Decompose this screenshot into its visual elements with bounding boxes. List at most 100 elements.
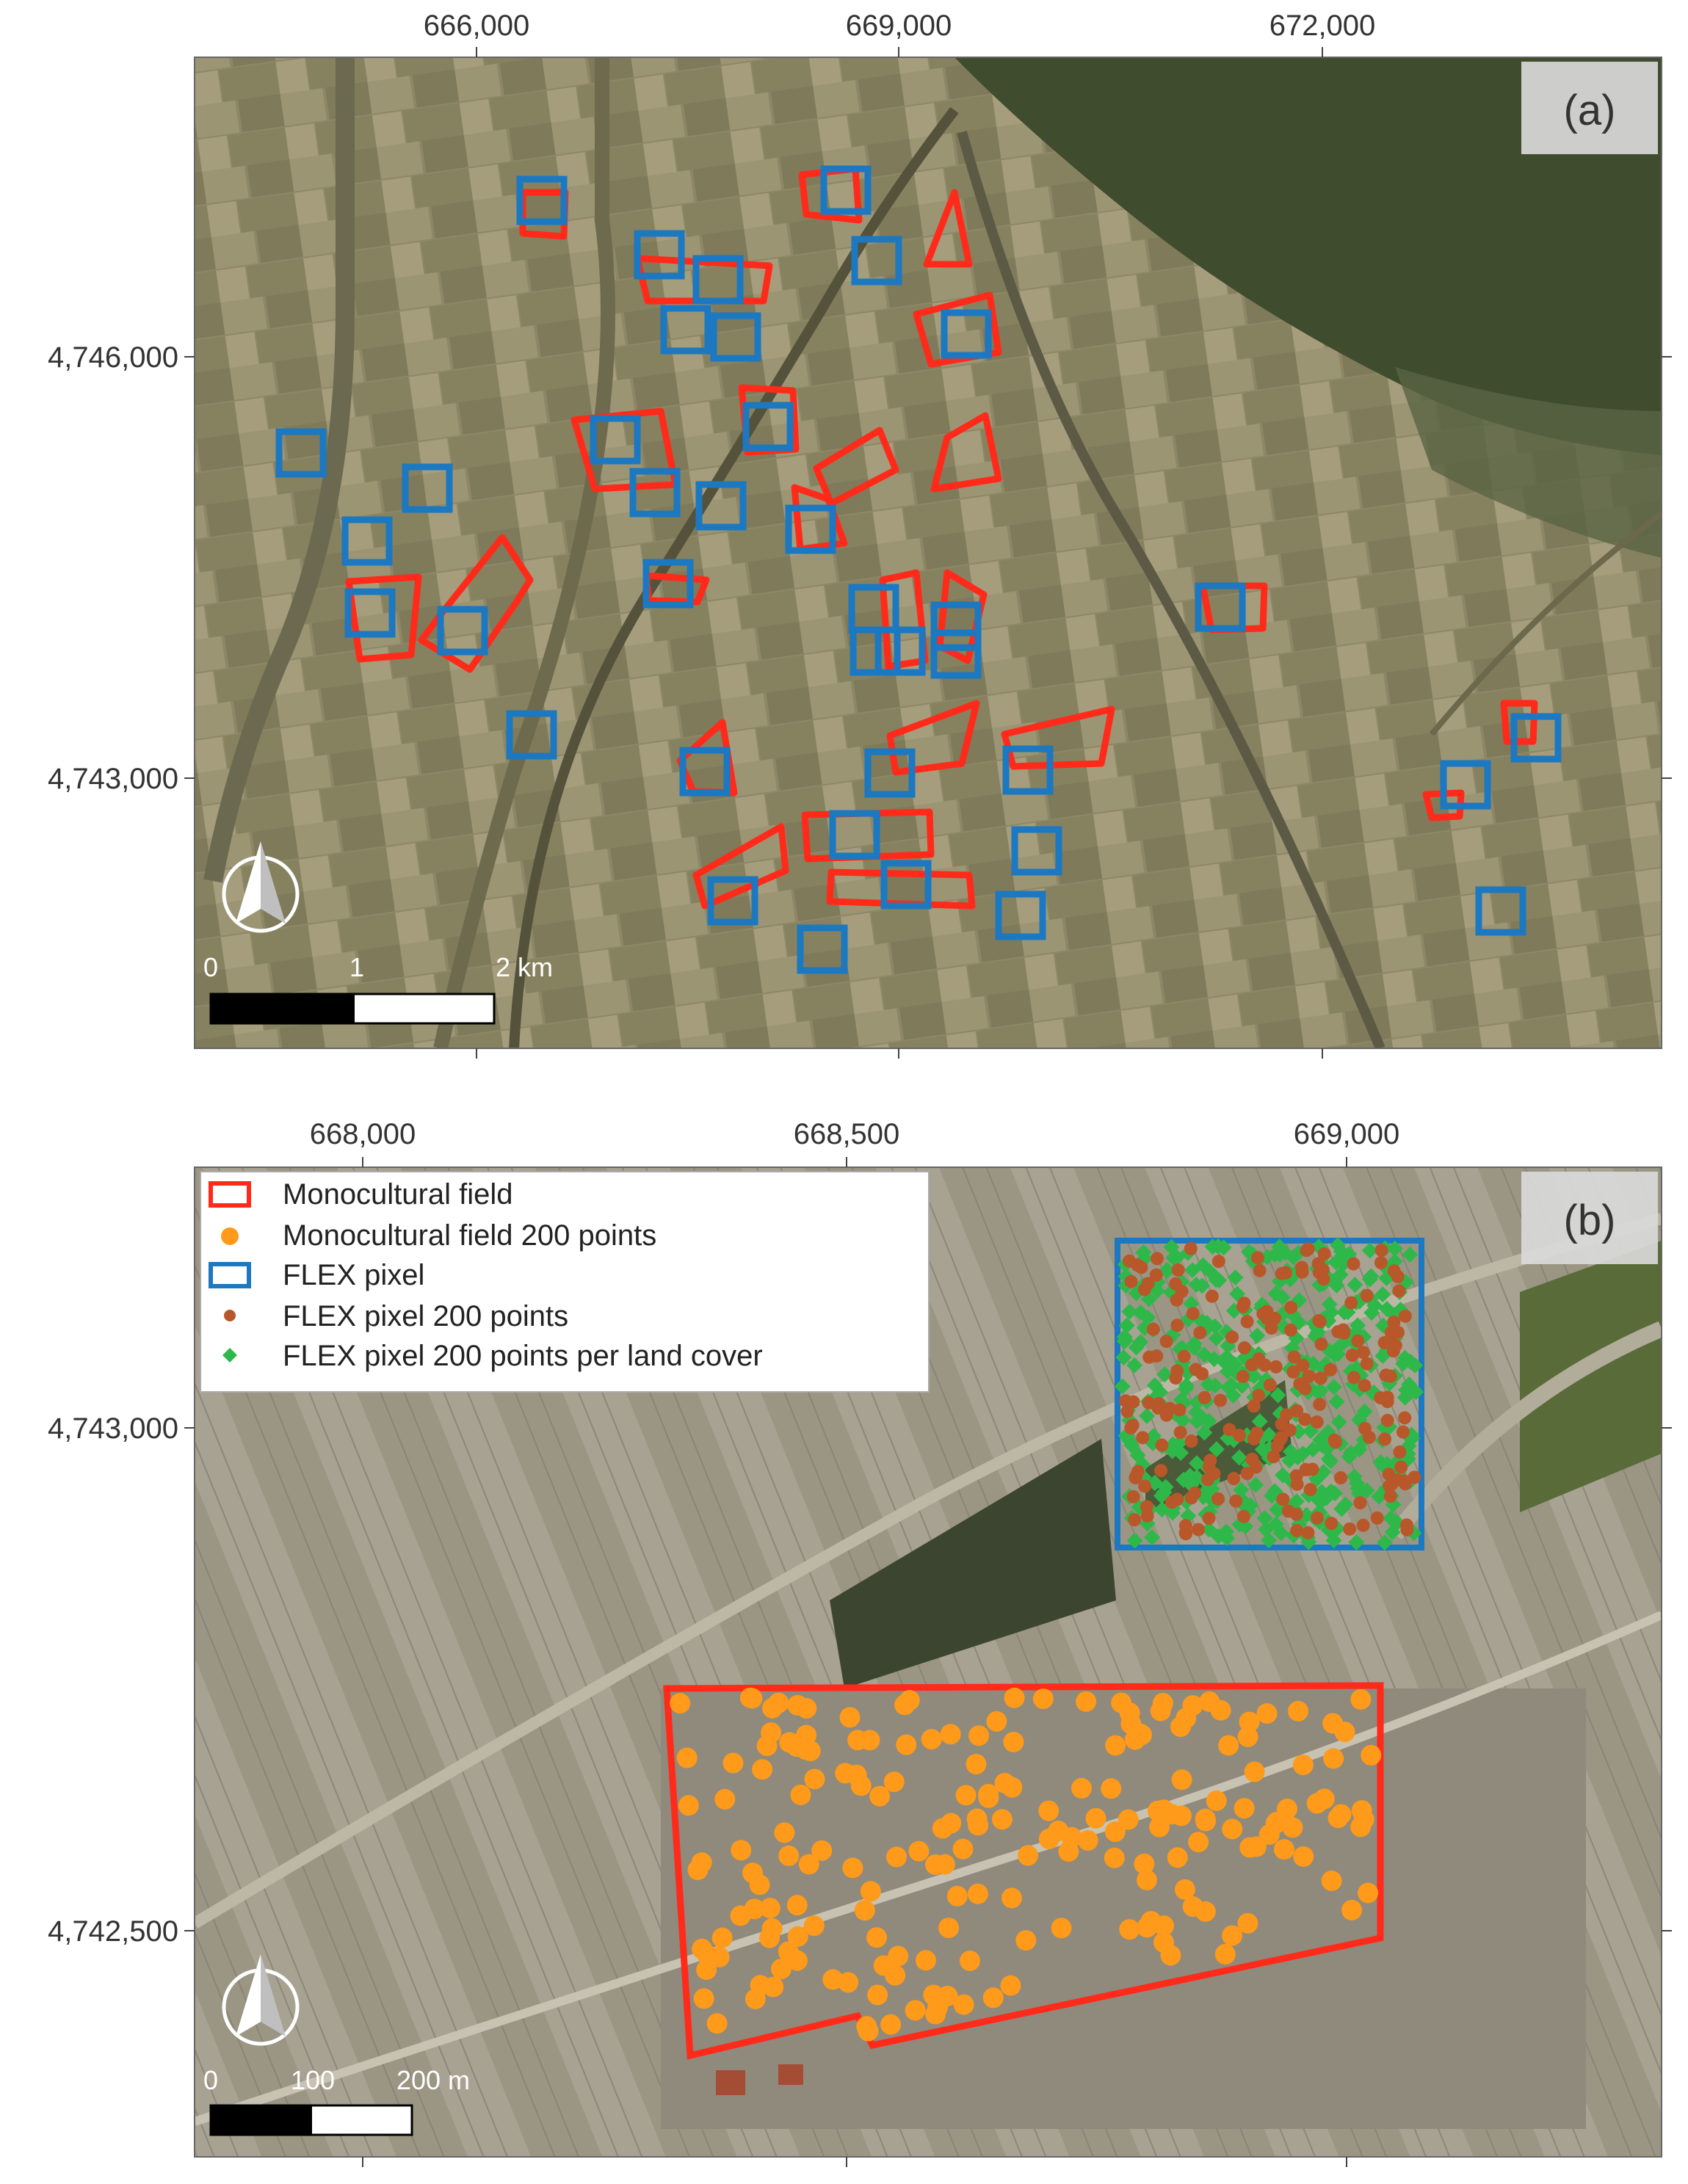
flex-pixel-point bbox=[1211, 1255, 1225, 1269]
flex-pixel-point bbox=[1269, 1360, 1283, 1374]
y-tick-label: 4,743,000 bbox=[48, 763, 178, 795]
x-tick-label: 669,000 bbox=[1294, 1118, 1400, 1150]
monocultural-field-point bbox=[1170, 1805, 1192, 1826]
flex-pixel-point bbox=[1290, 1523, 1304, 1537]
monocultural-field-point bbox=[967, 1883, 988, 1904]
landcover-point bbox=[1335, 1255, 1352, 1272]
landcover-point bbox=[1397, 1389, 1413, 1406]
monocultural-field-point bbox=[1051, 1918, 1072, 1939]
monocultural-field-point bbox=[924, 1854, 946, 1875]
flex-pixel-point bbox=[1205, 1289, 1219, 1303]
flex-pixel-point bbox=[1247, 1432, 1261, 1445]
flex-pixel-point bbox=[1345, 1349, 1359, 1363]
flex-pixel-point bbox=[1126, 1395, 1140, 1409]
monocultural-field-point bbox=[869, 1785, 891, 1807]
monocultural-field-point bbox=[859, 1730, 880, 1751]
flex-pixel-point bbox=[1146, 1322, 1160, 1336]
monocultural-field-point bbox=[709, 1946, 730, 1967]
monocultural-field-point bbox=[1327, 1807, 1349, 1829]
flex-pixel-point bbox=[1120, 1404, 1134, 1418]
flex-pixel-point bbox=[1392, 1284, 1406, 1298]
landcover-point bbox=[1186, 1340, 1203, 1357]
flex-pixel-point bbox=[1347, 1257, 1361, 1271]
monocultural-field-point bbox=[1292, 1755, 1314, 1776]
flex-pixel-point bbox=[1301, 1525, 1315, 1539]
flex-pixel-point bbox=[1380, 1395, 1394, 1409]
flex-pixel-point bbox=[1273, 1433, 1287, 1447]
monocultural-field-point bbox=[888, 1945, 909, 1967]
flex-pixel-point bbox=[1263, 1378, 1277, 1392]
landcover-point bbox=[1171, 1434, 1188, 1451]
flex-pixel-point bbox=[1398, 1411, 1412, 1425]
landcover-point bbox=[1178, 1380, 1195, 1397]
landcover-point bbox=[1402, 1353, 1419, 1370]
monocultural-field-point bbox=[905, 2000, 926, 2021]
landcover-point bbox=[1145, 1428, 1162, 1445]
flex-pixel-point bbox=[1299, 1462, 1313, 1476]
monocultural-field-point bbox=[742, 1862, 764, 1884]
flex-pixel-point bbox=[1245, 1452, 1259, 1466]
landcover-point bbox=[1330, 1237, 1347, 1254]
legend-field-points-symbol bbox=[221, 1227, 239, 1245]
scale-label: 0 bbox=[203, 2065, 218, 2095]
monocultural-field-point bbox=[937, 1985, 958, 2006]
monocultural-field-point bbox=[1199, 1691, 1220, 1712]
flex-pixel-point bbox=[1184, 1434, 1198, 1448]
landcover-point bbox=[1356, 1403, 1373, 1420]
monocultural-field-point bbox=[940, 1724, 961, 1745]
flex-pixel-point bbox=[1408, 1470, 1421, 1484]
landcover-point bbox=[1298, 1506, 1315, 1523]
landcover-point bbox=[1328, 1393, 1345, 1410]
legend-label: Monocultural field 200 points bbox=[283, 1219, 656, 1252]
landcover-point bbox=[1114, 1378, 1131, 1395]
flex-pixel-point bbox=[1154, 1464, 1168, 1478]
landcover-point bbox=[1366, 1297, 1383, 1314]
monocultural-field-point bbox=[1244, 1761, 1265, 1782]
flex-pixel-point bbox=[1237, 1341, 1251, 1355]
monocultural-field-point bbox=[798, 1854, 819, 1875]
monocultural-field-point bbox=[761, 1697, 783, 1719]
flex-pixel-point bbox=[1163, 1401, 1177, 1415]
monocultural-field-point bbox=[1287, 1700, 1308, 1722]
landcover-point bbox=[1249, 1327, 1266, 1344]
panel-a-label-box bbox=[1521, 62, 1658, 154]
monocultural-field-point bbox=[778, 1941, 799, 1962]
flex-pixel-point bbox=[1184, 1241, 1198, 1255]
monocultural-field-point bbox=[982, 1987, 1004, 2009]
monocultural-field-point bbox=[693, 1988, 714, 2009]
monocultural-field-point bbox=[991, 1809, 1013, 1830]
flex-pixel-point bbox=[1377, 1336, 1391, 1350]
landcover-point bbox=[1231, 1449, 1247, 1466]
landcover-point bbox=[1121, 1303, 1138, 1320]
flex-pixel-point bbox=[1198, 1390, 1211, 1404]
landcover-point bbox=[1361, 1271, 1378, 1288]
flex-pixel-point bbox=[1378, 1432, 1392, 1446]
legend-label: Monocultural field bbox=[283, 1178, 513, 1211]
legend-label: FLEX pixel 200 points per land cover bbox=[283, 1340, 763, 1372]
landcover-point bbox=[1328, 1277, 1345, 1294]
scale-label: 200 m bbox=[396, 2065, 470, 2095]
monocultural-field-point bbox=[867, 1984, 888, 2006]
monocultural-field-point bbox=[921, 1729, 942, 1750]
landcover-point bbox=[1189, 1469, 1206, 1486]
flex-pixel-point bbox=[1258, 1358, 1272, 1372]
monocultural-field-point bbox=[1214, 1943, 1236, 1964]
landcover-point bbox=[1139, 1407, 1156, 1424]
landcover-point bbox=[1126, 1357, 1143, 1374]
landcover-point bbox=[1208, 1330, 1225, 1347]
landcover-point bbox=[1315, 1464, 1332, 1481]
monocultural-field-point bbox=[1293, 1846, 1314, 1867]
flex-pixel-point bbox=[1325, 1517, 1339, 1531]
monocultural-field-point bbox=[790, 1784, 811, 1805]
panel-a-label: (a) bbox=[1564, 87, 1616, 134]
landcover-point bbox=[1200, 1376, 1217, 1393]
monocultural-field-point bbox=[722, 1752, 744, 1774]
north-arrow-icon bbox=[222, 1954, 300, 2046]
flex-pixel-point bbox=[1128, 1513, 1142, 1527]
flex-pixel-point bbox=[1337, 1326, 1351, 1340]
monocultural-field-point bbox=[1004, 1687, 1025, 1708]
monocultural-field-point bbox=[1350, 1688, 1372, 1710]
landcover-point bbox=[1247, 1476, 1264, 1493]
landcover-point bbox=[1261, 1532, 1278, 1549]
road bbox=[433, 57, 615, 1048]
